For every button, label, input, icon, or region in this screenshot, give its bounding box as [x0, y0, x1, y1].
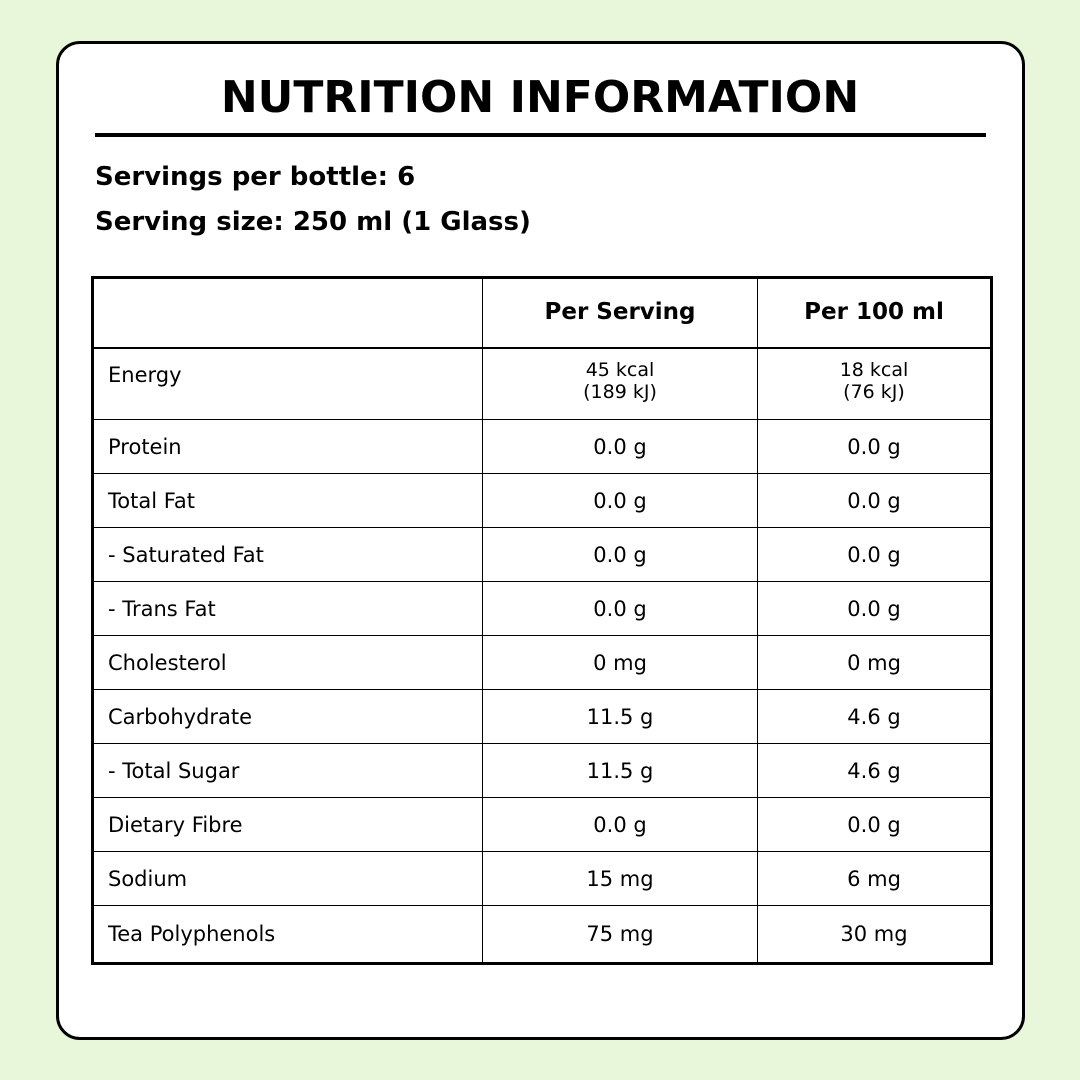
nutrient-label: Carbohydrate [92, 689, 483, 744]
value-cell: 0 mg [482, 635, 758, 690]
nutrient-label: - Total Sugar [92, 743, 483, 798]
title-rule [95, 133, 986, 137]
table-row: - Trans Fat 0.0 g 0.0 g [92, 581, 992, 636]
nutrient-label: Dietary Fibre [92, 797, 483, 852]
nutrient-label: - Saturated Fat [92, 527, 483, 582]
table-row: Total Fat 0.0 g 0.0 g [92, 473, 992, 528]
value-cell: 11.5 g [482, 689, 758, 744]
nutrient-label: Cholesterol [92, 635, 483, 690]
value-cell: 0.0 g [482, 473, 758, 528]
table-row: Sodium 15 mg 6 mg [92, 851, 992, 906]
serving-size: Serving size: 250 ml (1 Glass) [95, 207, 531, 237]
table-row: - Total Sugar 11.5 g 4.6 g [92, 743, 992, 798]
table-row: Energy 45 kcal (189 kJ) 18 kcal (76 kJ) [92, 347, 992, 420]
value-line: 45 kcal [585, 358, 655, 381]
table-row: Tea Polyphenols 75 mg 30 mg [92, 905, 992, 964]
value-line: (189 kJ) [583, 380, 657, 403]
value-line: (76 kJ) [843, 380, 905, 403]
nutrient-label: Energy [92, 347, 483, 420]
value-cell: 45 kcal (189 kJ) [482, 347, 758, 420]
table-row: - Saturated Fat 0.0 g 0.0 g [92, 527, 992, 582]
nutrition-table: Per Serving Per 100 ml Energy 45 kcal (189 … [91, 276, 993, 965]
value-cell: 0.0 g [757, 419, 992, 474]
table-body: Energy 45 kcal (189 kJ) 18 kcal (76 kJ) Prote… [92, 347, 992, 964]
value-cell: 15 mg [482, 851, 758, 906]
value-cell: 0.0 g [757, 581, 992, 636]
value-cell: 75 mg [482, 905, 758, 964]
value-cell: 4.6 g [757, 689, 992, 744]
value-cell: 0.0 g [482, 527, 758, 582]
value-cell: 0.0 g [757, 797, 992, 852]
value-cell: 0.0 g [757, 527, 992, 582]
title: NUTRITION INFORMATION [220, 72, 860, 123]
value-cell: 6 mg [757, 851, 992, 906]
servings: Servings per bottle: 6 [95, 162, 416, 192]
table-row: Dietary Fibre 0.0 g 0.0 g [92, 797, 992, 852]
value-cell: 4.6 g [757, 743, 992, 798]
table-row: Carbohydrate 11.5 g 4.6 g [92, 689, 992, 744]
value-cell: 0 mg [757, 635, 992, 690]
header-cell [92, 277, 483, 348]
nutrient-label: Total Fat [92, 473, 483, 528]
value-cell: 11.5 g [482, 743, 758, 798]
value-cell: 0.0 g [482, 419, 758, 474]
table-row: Cholesterol 0 mg 0 mg [92, 635, 992, 690]
table-row: Protein 0.0 g 0.0 g [92, 419, 992, 474]
nutrient-label: Protein [92, 419, 483, 474]
value-cell: 18 kcal (76 kJ) [757, 347, 992, 420]
column-header: Per 100 ml [757, 277, 992, 348]
value-cell: 30 mg [757, 905, 992, 964]
nutrient-label: Tea Polyphenols [92, 905, 483, 964]
nutrient-label: Sodium [92, 851, 483, 906]
nutrient-label: - Trans Fat [92, 581, 483, 636]
value-cell: 0.0 g [482, 581, 758, 636]
value-line: 18 kcal [839, 358, 909, 381]
value-cell: 0.0 g [482, 797, 758, 852]
column-header: Per Serving [482, 277, 758, 348]
header-row: Per Serving Per 100 ml [92, 277, 992, 348]
value-cell: 0.0 g [757, 473, 992, 528]
